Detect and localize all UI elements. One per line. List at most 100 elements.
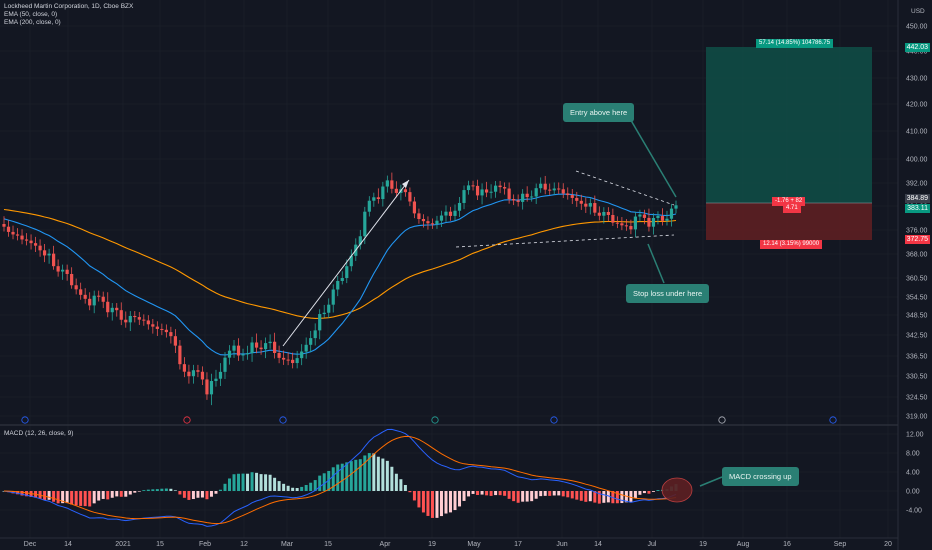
candle-body	[236, 345, 241, 356]
macd-hist-bar	[61, 491, 65, 504]
candle-body	[669, 208, 674, 219]
time-tick-label: 15	[156, 541, 164, 548]
candle-body	[512, 199, 516, 201]
macd-hist-bar	[340, 463, 344, 491]
candle-body	[557, 188, 561, 190]
ema-200-path	[3, 208, 677, 319]
candle-body	[196, 370, 200, 372]
candle-body	[534, 188, 538, 197]
macd-hist-bar	[182, 491, 186, 498]
candle-body	[245, 353, 250, 355]
candle-body	[42, 250, 47, 256]
candle-body	[282, 357, 286, 360]
candle-body	[372, 197, 376, 201]
macd-hist-bar	[259, 474, 263, 491]
macd-hist-bar	[498, 491, 502, 496]
candle-body	[530, 196, 534, 198]
event-markers	[21, 416, 837, 424]
macd-hist-bar	[25, 491, 29, 497]
profit-zone[interactable]	[706, 47, 872, 203]
macd-hist-bar	[561, 491, 565, 497]
candle-body	[647, 217, 651, 227]
macd-hist-bar	[200, 491, 204, 498]
symbol-title[interactable]: Lockheed Martin Corporation, 1D, Cboe BZ…	[4, 3, 134, 10]
entry-callout[interactable]: Entry above here	[563, 103, 635, 122]
macd-hist-bar	[106, 491, 110, 500]
candle-body	[340, 278, 344, 281]
macd-hist-bar	[97, 491, 101, 501]
candle-body	[656, 216, 660, 219]
macd-hist-bar	[295, 488, 299, 491]
macd-hist-bar	[205, 491, 209, 500]
price-tick-label: 400.00	[906, 157, 928, 164]
macd-hist-bar	[588, 491, 592, 502]
macd-hist-bar	[322, 473, 326, 491]
macd-legend[interactable]: MACD (12, 26, close, 9)	[4, 430, 74, 437]
macd-hist-bar	[214, 491, 218, 494]
candle-body	[15, 234, 20, 236]
time-axis[interactable]: Dec 14 2021 15 Feb 12 Mar 15 Apr 19 May 17 Jun 14 Jul 1…	[24, 541, 892, 548]
candle-body	[642, 214, 647, 218]
candle-body	[259, 347, 263, 350]
macd-axis[interactable]: 12.00 8.00 4.00 0.00 -4.00	[906, 432, 924, 515]
time-tick-label: 20	[884, 541, 892, 548]
candle-body	[385, 180, 389, 187]
candlesticks	[2, 172, 678, 406]
candle-body	[128, 315, 132, 323]
macd-hist-bar	[47, 491, 51, 500]
macd-callout[interactable]: MACD crossing up	[722, 467, 799, 486]
macd-hist-bar	[250, 472, 254, 491]
macd-hist-bar	[142, 490, 146, 491]
candle-body	[173, 336, 177, 346]
candle-body	[548, 189, 552, 191]
time-tick-label: 17	[514, 541, 522, 548]
candle-body	[52, 253, 56, 267]
candle-body	[475, 185, 480, 196]
candle-body	[295, 358, 299, 364]
candle-body	[164, 329, 168, 333]
candle-body	[516, 200, 520, 202]
price-axis[interactable]: 450.00 440.00 430.00 420.00 410.00 400.00 392.…	[906, 24, 928, 421]
candle-body	[394, 188, 398, 193]
macd-hist-bar	[448, 491, 452, 513]
time-tick-label: 19	[699, 541, 707, 548]
candle-body	[97, 295, 101, 297]
candle-body	[345, 266, 349, 279]
macd-hist-bar	[237, 473, 241, 491]
event-marker	[183, 416, 191, 424]
macd-hist-bar	[611, 491, 615, 504]
candle-body	[160, 328, 164, 330]
macd-hist-bar	[70, 491, 74, 505]
ema-200-legend[interactable]: EMA (200, close, 0)	[4, 19, 61, 26]
long-position-tool[interactable]	[706, 47, 872, 240]
macd-tick-label: 0.00	[906, 489, 920, 496]
macd-hist-bar	[615, 491, 619, 504]
price-tick-label: 324.50	[906, 395, 928, 402]
macd-hist-bar	[458, 491, 462, 507]
macd-hist-bar	[480, 491, 484, 495]
candle-body	[381, 186, 385, 200]
macd-hist-bar	[228, 478, 232, 491]
time-tick-label: 14	[64, 541, 72, 548]
candle-body	[291, 359, 295, 364]
macd-hist-bar	[439, 491, 443, 517]
macd-hist-bar	[83, 491, 87, 507]
macd-hist-bar	[385, 460, 389, 491]
macd-tick-label: -4.00	[906, 508, 922, 515]
macd-hist-bar	[223, 483, 227, 491]
macd-hist-bar	[246, 473, 250, 491]
ema-50-legend[interactable]: EMA (50, close, 0)	[4, 11, 58, 18]
macd-hist-bar	[552, 491, 556, 496]
macd-hist-bar	[534, 491, 538, 499]
candle-body	[232, 345, 236, 351]
candle-body	[408, 192, 412, 202]
macd-hist-bar	[173, 490, 177, 491]
time-tick-label: Apr	[380, 541, 392, 548]
price-tick-label: 319.00	[906, 414, 928, 421]
macd-hist-bar	[539, 491, 543, 497]
grid-lines	[0, 0, 898, 538]
macd-hist-bar	[548, 491, 552, 496]
stop-callout[interactable]: Stop loss under here	[626, 284, 710, 303]
macd-hist-bar	[300, 486, 304, 491]
